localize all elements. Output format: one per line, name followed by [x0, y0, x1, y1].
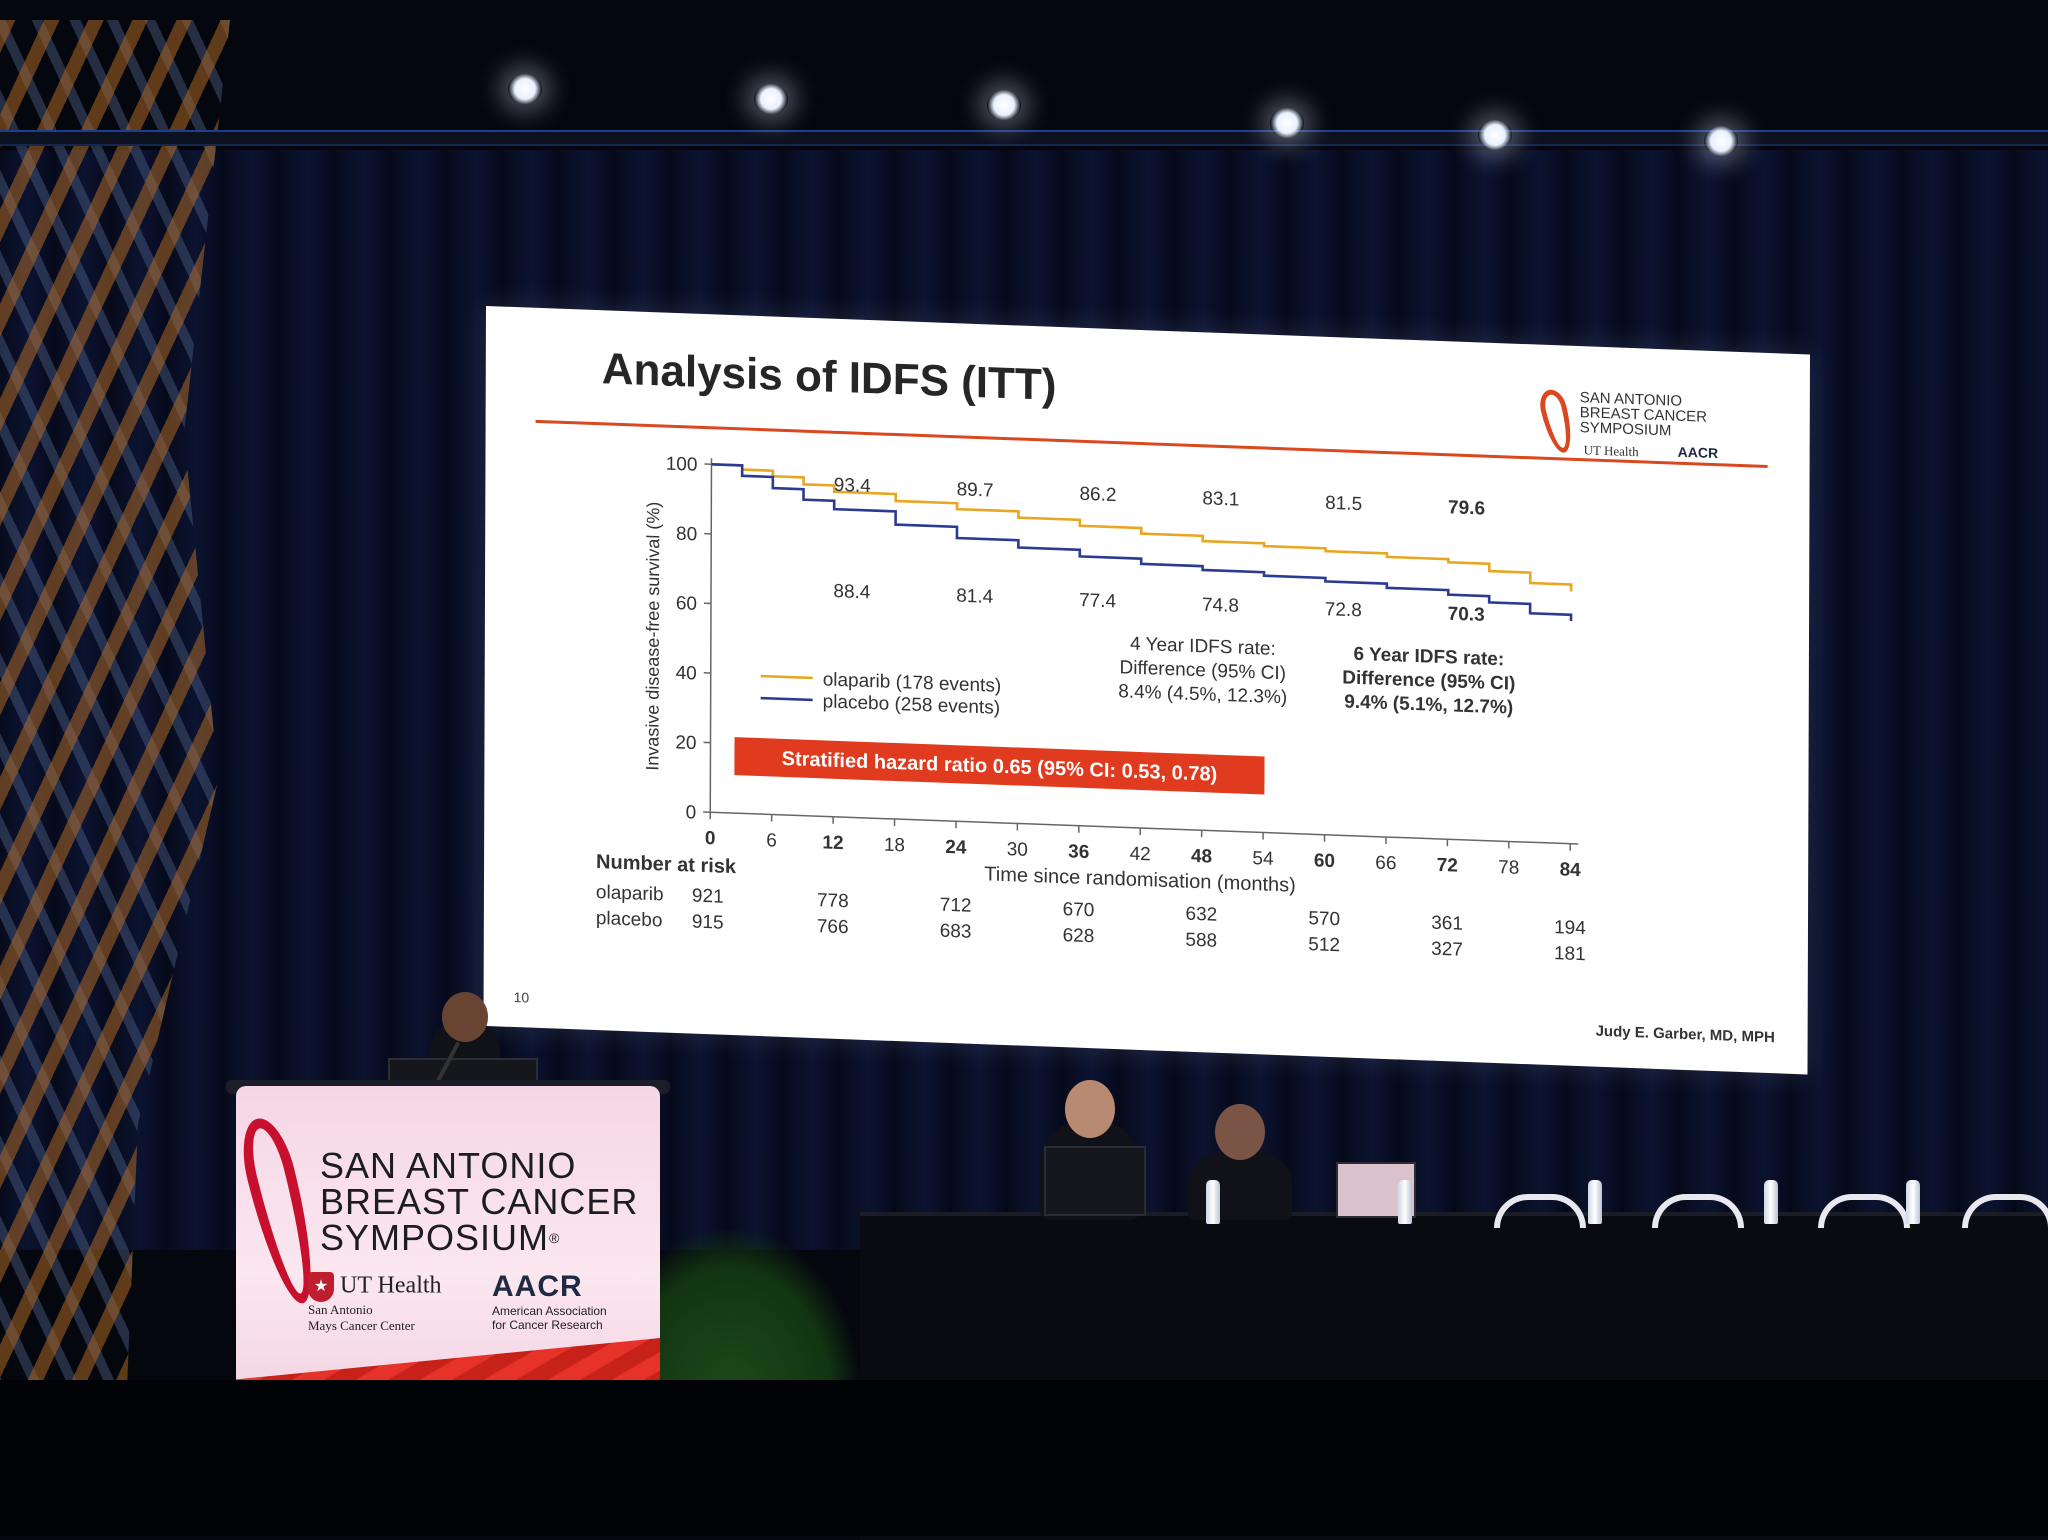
placebo-rate-label: 74.8: [1202, 595, 1239, 617]
placebo-rate-label: 72.8: [1325, 599, 1362, 621]
projection-screen: Analysis of IDFS (ITT) SAN ANTONIO BREAS…: [483, 306, 1810, 1074]
risk-cell: 632: [1186, 904, 1218, 926]
risk-cell: 181: [1554, 943, 1586, 965]
spotlight: [754, 84, 788, 114]
risk-cell: 670: [1063, 899, 1095, 921]
water-bottle: [1588, 1180, 1602, 1224]
placebo-rate-label: 70.3: [1448, 604, 1485, 626]
spotlight: [1704, 126, 1738, 156]
y-tick-label: 40: [676, 663, 697, 685]
spotlight: [987, 90, 1021, 120]
olaparib-rate-label: 86.2: [1079, 484, 1116, 506]
podium: SAN ANTONIO BREAST CANCER SYMPOSIUM® ★UT…: [236, 1086, 660, 1430]
x-tick-label: 24: [945, 837, 967, 859]
risk-cell: 778: [817, 890, 849, 912]
risk-table-header: Number at risk: [596, 851, 737, 878]
risk-cell: 194: [1554, 917, 1586, 939]
olaparib-rate-label: 93.4: [834, 475, 871, 497]
risk-cell: 588: [1185, 930, 1217, 952]
spotlight: [508, 74, 542, 104]
x-tick-label: 48: [1191, 846, 1212, 868]
y-tick-label: 60: [676, 593, 697, 615]
y-axis-title: Invasive disease-free survival (%): [642, 501, 663, 771]
x-tick-label: 18: [884, 835, 905, 857]
x-tick-label: 6: [766, 830, 777, 851]
x-tick-label: 84: [1560, 859, 1582, 881]
risk-cell: 712: [940, 895, 972, 917]
olaparib-rate-label: 81.5: [1325, 493, 1362, 515]
x-tick-label: 78: [1498, 857, 1519, 879]
shield-icon: ★: [308, 1272, 334, 1302]
y-tick-label: 0: [686, 802, 697, 823]
risk-row-label: placebo: [596, 908, 663, 931]
aacr-logo: AACR American Association for Cancer Res…: [492, 1270, 652, 1332]
risk-cell: 570: [1308, 908, 1340, 930]
olaparib-rate-label: 83.1: [1202, 488, 1239, 510]
slide: Analysis of IDFS (ITT) SAN ANTONIO BREAS…: [483, 306, 1810, 1074]
x-tick-label: 0: [705, 828, 716, 849]
x-tick-label: 30: [1007, 839, 1028, 861]
six-year-annotation: 9.4% (5.1%, 12.7%): [1344, 691, 1513, 718]
legend-swatch-olaparib: [761, 676, 813, 678]
x-tick-label: 54: [1252, 848, 1274, 870]
placebo-rate-label: 81.4: [956, 586, 993, 608]
water-bottle: [1906, 1180, 1920, 1224]
water-bottle: [1764, 1180, 1778, 1224]
olaparib-rate-label: 79.6: [1448, 497, 1485, 519]
four-year-annotation: 8.4% (4.5%, 12.3%): [1118, 681, 1287, 708]
risk-cell: 683: [940, 921, 972, 943]
podium-sign: SAN ANTONIO BREAST CANCER SYMPOSIUM®: [320, 1148, 650, 1256]
y-axis: [710, 458, 711, 812]
lighting-truss: [0, 130, 2048, 146]
water-bottle: [1398, 1180, 1412, 1224]
x-axis-title: Time since randomisation (months): [984, 863, 1296, 896]
y-tick-label: 20: [675, 732, 696, 754]
olaparib-rate-label: 89.7: [957, 479, 994, 501]
water-bottle: [1206, 1180, 1220, 1224]
four-year-annotation: 4 Year IDFS rate:: [1130, 634, 1276, 660]
six-year-annotation: 6 Year IDFS rate:: [1354, 644, 1505, 671]
x-tick-label: 42: [1130, 844, 1151, 866]
y-tick-label: 80: [676, 524, 697, 546]
six-year-annotation: Difference (95% CI): [1342, 667, 1515, 694]
placebo-rate-label: 77.4: [1079, 590, 1116, 612]
risk-cell: 512: [1308, 934, 1340, 956]
x-tick-label: 12: [822, 832, 843, 854]
spotlight: [1270, 108, 1304, 138]
spotlight: [1478, 120, 1512, 150]
laptop: [1044, 1146, 1146, 1216]
y-tick-label: 100: [666, 454, 698, 476]
x-tick-label: 72: [1437, 855, 1458, 877]
four-year-annotation: Difference (95% CI): [1120, 657, 1287, 684]
placebo-rate-label: 88.4: [833, 581, 870, 603]
x-tick-label: 66: [1375, 853, 1396, 875]
risk-cell: 628: [1063, 925, 1095, 947]
ut-health-logo: ★UT Health San Antonio Mays Cancer Cente…: [308, 1272, 478, 1334]
legend-swatch-placebo: [761, 698, 813, 700]
panelist: [1188, 1150, 1292, 1220]
stage-floor: [0, 1380, 2048, 1536]
slide-page-number: 10: [514, 989, 530, 1006]
km-chart: 0 20 40 60 80 100 0 6 12 18 24 30 36 42 48 54 60 66 72 78 84…: [483, 306, 1810, 1074]
risk-row-label: olaparib: [596, 882, 664, 905]
risk-cell: 915: [692, 912, 724, 934]
x-tick-label: 36: [1068, 841, 1089, 863]
risk-cell: 361: [1431, 913, 1463, 935]
risk-cell: 766: [817, 916, 849, 938]
risk-cell: 921: [692, 886, 724, 908]
x-tick-label: 60: [1314, 850, 1335, 872]
risk-cell: 327: [1431, 939, 1463, 961]
